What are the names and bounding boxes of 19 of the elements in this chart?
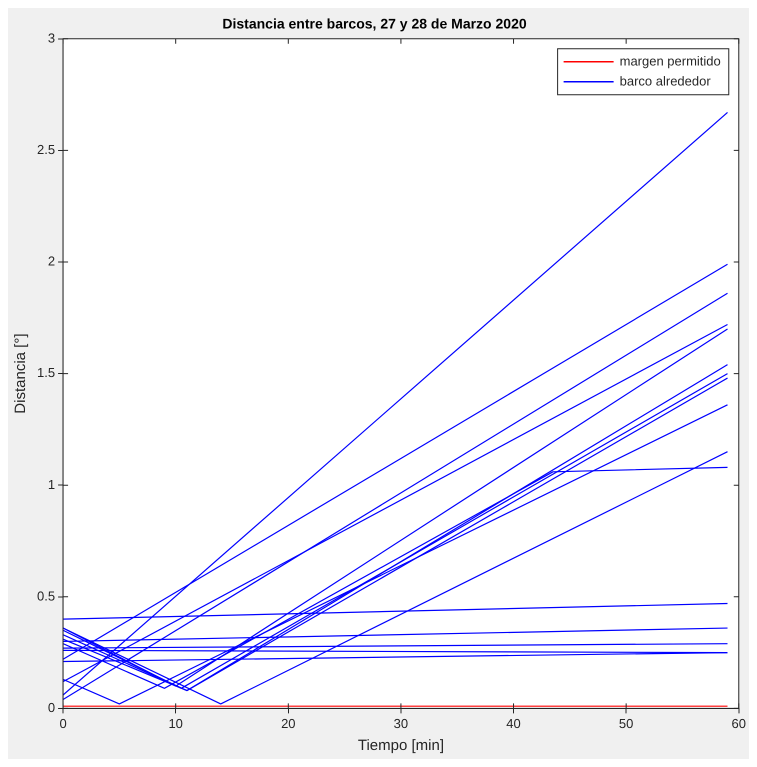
x-axis-title: Tiempo [min] <box>358 737 444 754</box>
legend-label: barco alrededor <box>620 73 712 88</box>
x-tick-label: 20 <box>281 716 296 731</box>
x-tick-label: 60 <box>732 716 746 731</box>
x-tick-label: 30 <box>394 716 408 731</box>
x-tick-label: 50 <box>618 716 634 731</box>
x-tick-label: 40 <box>506 716 521 731</box>
x-tick-label: 0 <box>59 716 67 731</box>
y-tick-label: 1.5 <box>36 365 56 380</box>
y-tick-label: 2.5 <box>36 142 56 157</box>
y-tick-label: 0.5 <box>36 588 56 604</box>
y-tick-label: 0 <box>48 700 56 715</box>
y-tick-label: 3 <box>48 30 56 46</box>
legend-label: margen permitido <box>620 53 721 68</box>
y-tick-label: 2 <box>48 254 56 269</box>
chart-title: Distancia entre barcos, 27 y 28 de Marzo 2020 <box>222 15 527 32</box>
y-axis-title: Distancia [°] <box>12 334 30 414</box>
y-tick-label: 1 <box>48 476 56 492</box>
x-tick-label: 10 <box>168 716 183 731</box>
